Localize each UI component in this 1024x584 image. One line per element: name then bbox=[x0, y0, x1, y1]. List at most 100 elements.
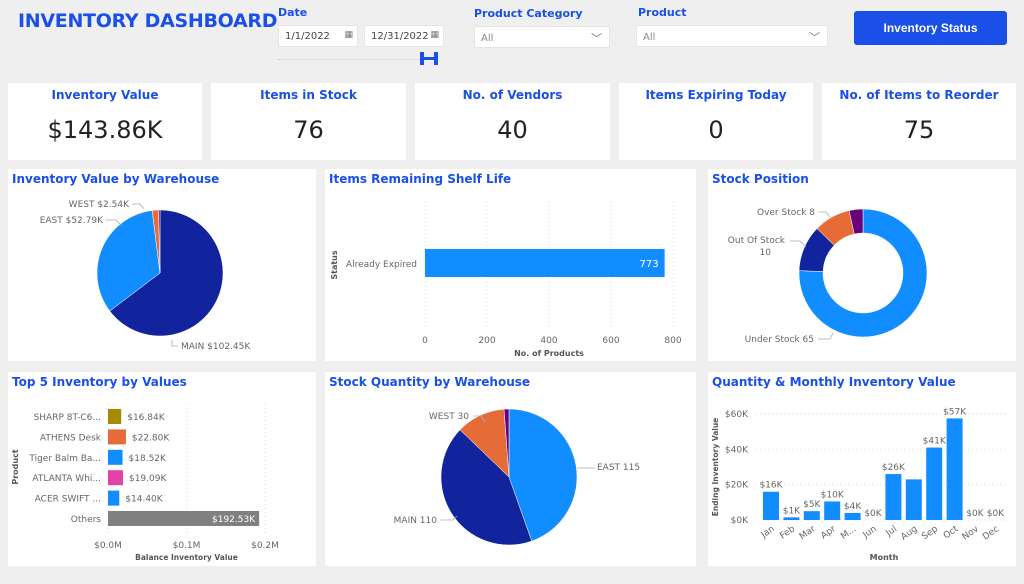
stock-quantity-panel: Stock Quantity by Warehouse EAST 115 MAIN… bbox=[325, 372, 696, 566]
x-tick-label: $0.1M bbox=[173, 541, 201, 551]
slice-label: Over Stock 8 bbox=[757, 208, 815, 218]
kpi-title: No. of Vendors bbox=[462, 88, 563, 102]
calendar-icon[interactable]: ▦ bbox=[430, 30, 439, 40]
bar bbox=[885, 474, 902, 520]
y-category-label: ATHENS Desk bbox=[40, 433, 102, 443]
x-tick-label: 600 bbox=[602, 336, 619, 346]
chevron-down-icon: ﹀ bbox=[591, 32, 602, 45]
slice-label: MAIN 110 bbox=[394, 516, 438, 526]
bar-chart: 0 200 400 600 800 773 Already Expired No. of Pr… bbox=[330, 201, 682, 358]
x-tick-label: 400 bbox=[540, 336, 557, 346]
bar bbox=[905, 479, 922, 520]
bar bbox=[108, 470, 123, 486]
kpi-title: No. of Items to Reorder bbox=[839, 88, 999, 102]
bar-value-label: $10K bbox=[821, 490, 845, 500]
date-slider-handle[interactable] bbox=[420, 52, 438, 65]
leader-line bbox=[440, 515, 458, 521]
leader-line bbox=[171, 340, 178, 347]
slice-label: EAST 115 bbox=[597, 463, 640, 473]
category-dropdown[interactable]: All ﹀ bbox=[474, 26, 610, 48]
date-start-value: 1/1/2022 bbox=[285, 31, 330, 42]
calendar-icon[interactable]: ▦ bbox=[344, 30, 353, 40]
kpi-value: 76 bbox=[293, 116, 324, 144]
bar-value-label: $0K bbox=[987, 509, 1005, 519]
bar bbox=[844, 512, 861, 520]
bar bbox=[926, 447, 943, 520]
pie-slice-east bbox=[96, 210, 161, 312]
bar bbox=[108, 490, 120, 506]
monthly-inventory-panel: Quantity & Monthly Inventory Value $0K $2… bbox=[708, 372, 1016, 566]
date-start-input[interactable]: 1/1/2022 ▦ bbox=[278, 25, 358, 47]
bar bbox=[824, 501, 841, 520]
leader-line bbox=[106, 219, 123, 227]
slice-label: MAIN $102.45K bbox=[181, 342, 251, 352]
panel-title: Quantity & Monthly Inventory Value bbox=[712, 375, 956, 389]
pie-slice-other bbox=[158, 209, 161, 274]
bar-value-label: $41K bbox=[923, 437, 947, 447]
product-label: Product bbox=[638, 6, 687, 19]
y-tick-label: $20K bbox=[725, 481, 749, 491]
leader-line bbox=[790, 240, 807, 248]
y-tick-label: $40K bbox=[725, 445, 749, 455]
bar bbox=[108, 409, 122, 424]
kpi-value: 40 bbox=[497, 116, 528, 144]
bar-value-label: $16.84K bbox=[127, 413, 165, 423]
panel-title: Inventory Value by Warehouse bbox=[12, 172, 220, 186]
date-end-value: 12/31/2022 bbox=[371, 31, 429, 42]
slice-label: 10 bbox=[760, 248, 772, 258]
bar bbox=[803, 511, 820, 520]
y-tick-label: $0K bbox=[731, 516, 749, 526]
inventory-status-button[interactable]: Inventory Status bbox=[854, 11, 1007, 45]
bar-chart: $0.0M $0.1M $0.2M SHARP 8T-C6... $16.84K ATHE… bbox=[11, 404, 279, 562]
leader-line bbox=[819, 211, 831, 218]
x-tick-label: M... bbox=[839, 524, 858, 542]
x-tick-label: Feb bbox=[778, 524, 797, 541]
category-label: Product Category bbox=[474, 7, 583, 20]
x-tick-label: Sep bbox=[920, 524, 940, 542]
date-label: Date bbox=[278, 6, 308, 19]
bar-value-label: $0K bbox=[864, 509, 882, 519]
pie-slice-under-stock bbox=[798, 208, 928, 338]
x-tick-label: 800 bbox=[664, 336, 681, 346]
pie-slice-other bbox=[848, 208, 864, 235]
y-axis-title: Product bbox=[11, 449, 20, 484]
y-category-label: Others bbox=[71, 515, 102, 525]
leader-line bbox=[132, 203, 145, 210]
x-tick-label: $0.2M bbox=[251, 541, 279, 551]
panel-title: Stock Position bbox=[712, 172, 809, 186]
kpi-value: $143.86K bbox=[47, 116, 163, 144]
x-tick-label: Dec bbox=[981, 524, 1001, 542]
x-tick-label: Oct bbox=[942, 524, 961, 541]
slice-label: WEST 30 bbox=[429, 412, 469, 422]
date-slider-track[interactable] bbox=[278, 59, 436, 60]
bar-value-label: $14.40K bbox=[125, 495, 163, 505]
bar bbox=[108, 449, 123, 465]
x-tick-label: Jul bbox=[884, 524, 899, 539]
leader-line bbox=[473, 415, 486, 423]
pie-slice-main bbox=[109, 209, 224, 337]
inventory-value-by-warehouse-panel: Inventory Value by Warehouse MAIN $102.4… bbox=[8, 169, 316, 361]
x-tick-label: $0.0M bbox=[94, 541, 122, 551]
chevron-down-icon: ﹀ bbox=[809, 31, 820, 44]
x-axis-title: No. of Products bbox=[514, 349, 584, 358]
slice-label: WEST $2.54K bbox=[69, 200, 130, 210]
product-dropdown[interactable]: All ﹀ bbox=[636, 25, 828, 47]
kpi-title: Inventory Value bbox=[51, 88, 159, 102]
bar-value-label: $1K bbox=[783, 506, 801, 516]
x-tick-label: Mar bbox=[798, 524, 818, 542]
x-axis-title: Balance Inventory Value bbox=[135, 553, 238, 562]
stock-position-panel: Stock Position Under Stock 65 Out Of Stoc… bbox=[708, 169, 1016, 361]
shelf-life-panel: Items Remaining Shelf Life 0 200 400 600 800… bbox=[325, 169, 696, 361]
x-tick-label: 0 bbox=[422, 336, 428, 346]
pie-slice-east bbox=[508, 408, 578, 542]
date-end-input[interactable]: 12/31/2022 ▦ bbox=[364, 25, 444, 47]
y-axis-title: Status bbox=[330, 250, 339, 280]
y-category-label: Tiger Balm Ba... bbox=[28, 454, 101, 464]
bar bbox=[783, 517, 800, 520]
pie-slice-main bbox=[440, 429, 533, 546]
pie-chart: EAST 115 MAIN 110 WEST 30 bbox=[394, 408, 640, 546]
product-value: All bbox=[643, 32, 656, 43]
x-tick-label: Apr bbox=[819, 524, 838, 541]
kpi-card: No. of Vendors 40 bbox=[415, 83, 610, 160]
panel-title: Items Remaining Shelf Life bbox=[329, 172, 512, 186]
